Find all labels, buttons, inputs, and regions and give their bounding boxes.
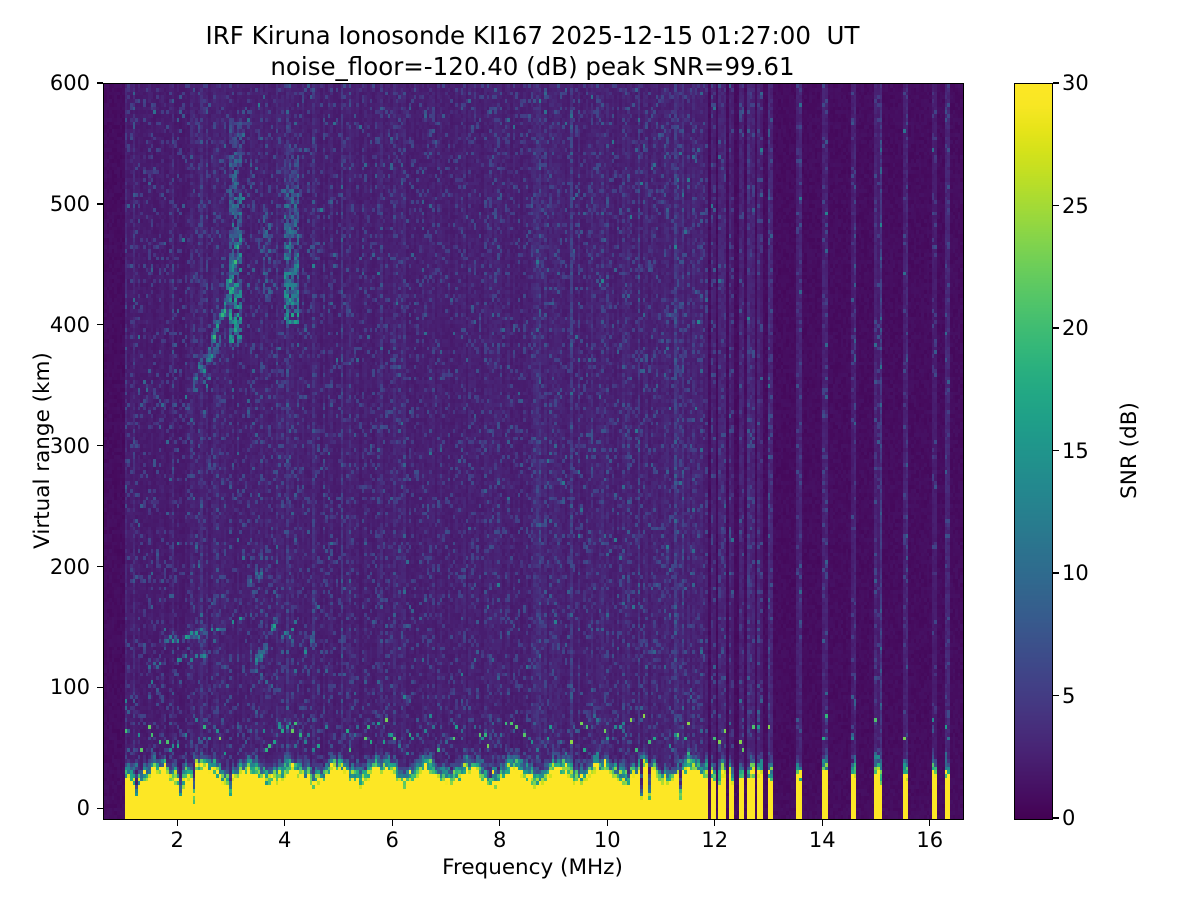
colorbar-tick-mark (1052, 449, 1059, 452)
x-tick-mark (284, 819, 286, 826)
ionogram-heatmap (104, 84, 963, 819)
x-tick-mark (821, 819, 823, 826)
x-tick-mark (929, 819, 931, 826)
y-tick-mark (96, 807, 103, 809)
colorbar-tick-mark (1052, 327, 1059, 329)
y-axis-label: Virtual range (km) (30, 352, 55, 549)
y-tick-label: 100 (49, 675, 90, 700)
figure-title: IRF Kiruna Ionosonde KI167 2025-12-15 01… (0, 20, 1065, 82)
x-tick-mark (714, 819, 716, 826)
colorbar-tick-label: 15 (1062, 438, 1089, 463)
colorbar-tick-label: 0 (1062, 806, 1076, 830)
plot-axes (103, 83, 964, 820)
x-tick-mark (499, 819, 501, 826)
x-tick-mark (606, 819, 608, 826)
colorbar-tick-mark (1052, 204, 1059, 207)
colorbar-tick-mark (1052, 694, 1059, 697)
y-tick-mark (96, 203, 103, 205)
y-tick-mark (96, 445, 103, 447)
x-tick-mark (391, 819, 393, 826)
y-tick-mark (96, 686, 103, 689)
colorbar-tick-mark (1052, 817, 1059, 819)
colorbar-tick-label: 10 (1062, 561, 1089, 585)
x-tick-label: 16 (916, 828, 944, 852)
colorbar-tick-label: 5 (1062, 683, 1076, 708)
y-tick-mark (96, 565, 103, 568)
x-tick-label: 12 (701, 828, 729, 852)
y-tick-label: 0 (76, 796, 90, 821)
colorbar-label: SNR (dB) (1117, 402, 1142, 499)
y-tick-mark (96, 324, 103, 326)
y-tick-label: 400 (49, 312, 90, 337)
colorbar-gradient (1015, 84, 1052, 819)
x-tick-label: 2 (170, 828, 184, 852)
x-axis-label: Frequency (MHz) (442, 855, 623, 880)
title-line-2: noise_floor=-120.40 (dB) peak SNR=99.61 (270, 52, 795, 81)
y-tick-label: 500 (49, 191, 90, 216)
x-tick-label: 6 (385, 828, 399, 852)
x-tick-label: 4 (278, 828, 292, 852)
y-tick-label: 600 (49, 71, 90, 95)
y-tick-label: 200 (49, 554, 90, 579)
y-tick-mark (96, 82, 103, 84)
colorbar-tick-label: 30 (1062, 71, 1089, 95)
colorbar-tick-mark (1052, 572, 1059, 574)
colorbar-tick-mark (1052, 82, 1059, 84)
colorbar (1014, 83, 1053, 820)
colorbar-tick-label: 25 (1062, 193, 1089, 218)
title-line-1: IRF Kiruna Ionosonde KI167 2025-12-15 01… (205, 21, 860, 50)
x-tick-label: 14 (808, 828, 836, 852)
y-tick-label: 300 (49, 433, 90, 458)
x-tick-mark (176, 819, 178, 826)
x-tick-label: 10 (593, 828, 621, 852)
x-tick-label: 8 (493, 828, 507, 852)
colorbar-tick-label: 20 (1062, 316, 1089, 340)
